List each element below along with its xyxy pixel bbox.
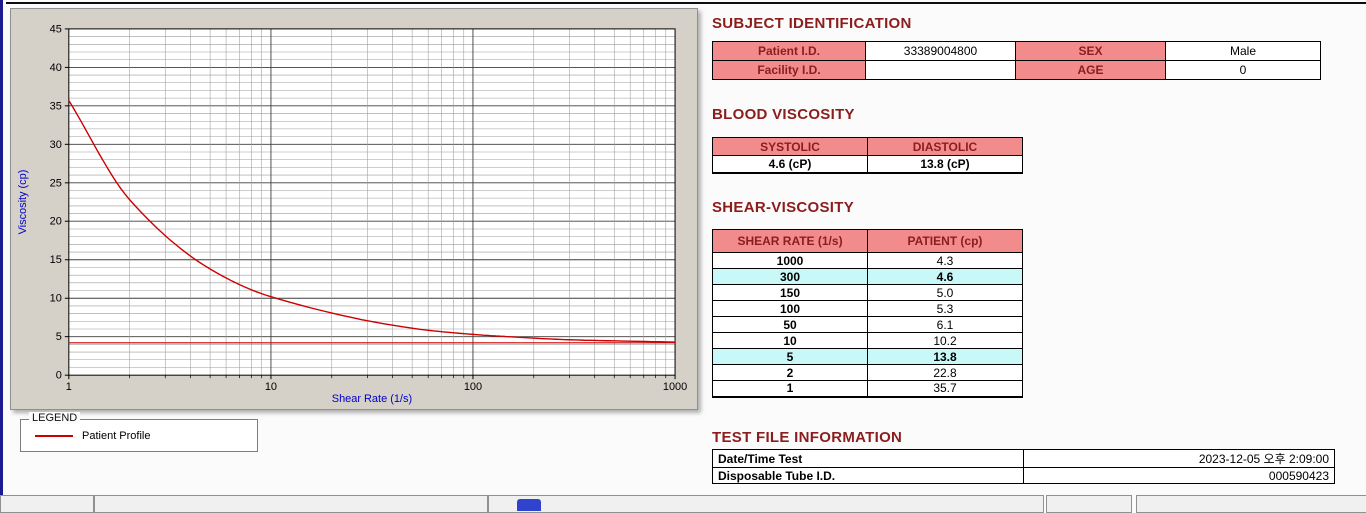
section-title-blood-viscosity: BLOOD VISCOSITY	[712, 106, 855, 123]
patient-viscosity-cell: 4.6	[867, 268, 1023, 285]
legend-entry: Patient Profile	[21, 420, 257, 451]
svg-text:25: 25	[50, 177, 62, 189]
sex-value: Male	[1165, 41, 1321, 61]
svg-text:5: 5	[56, 331, 62, 343]
systolic-value: 4.6 (cP)	[712, 155, 868, 173]
section-title-shear-viscosity: SHEAR-VISCOSITY	[712, 199, 855, 216]
test-file-value: 000590423	[1023, 467, 1335, 484]
chart-legend: LEGEND Patient Profile	[20, 412, 258, 452]
shear-rate-cell: 10	[712, 332, 868, 349]
sex-label: SEX	[1015, 41, 1166, 61]
shear-table-row: 5 13.8	[712, 348, 1023, 365]
shear-rate-cell: 150	[712, 284, 868, 301]
svg-text:30: 30	[50, 139, 62, 151]
test-file-row: Date/Time Test 2023-12-05 오후 2:09:00	[712, 449, 1335, 468]
table-header-row: SHEAR RATE (1/s) PATIENT (cp)	[712, 229, 1023, 253]
shear-table-row: 50 6.1	[712, 316, 1023, 333]
footer-panel-fragment	[488, 495, 1044, 513]
svg-text:20: 20	[50, 216, 62, 228]
patient-viscosity-cell: 35.7	[867, 380, 1023, 397]
patient-cp-header: PATIENT (cp)	[867, 229, 1023, 253]
test-file-label: Disposable Tube I.D.	[712, 467, 1024, 484]
shear-viscosity-table: SHEAR RATE (1/s) PATIENT (cp) 1000 4.3 300…	[712, 229, 1023, 398]
footer-panel-fragment	[1046, 495, 1132, 513]
table-row: SYSTOLIC DIASTOLIC	[712, 137, 1023, 156]
diastolic-value: 13.8 (cP)	[867, 155, 1023, 173]
section-title-subject-identification: SUBJECT IDENTIFICATION	[712, 15, 912, 32]
table-row: Patient I.D. 33389004800 SEX Male	[712, 41, 1321, 61]
shear-table-row: 300 4.6	[712, 268, 1023, 285]
svg-text:45: 45	[50, 23, 62, 35]
svg-text:15: 15	[50, 254, 62, 266]
test-file-row: Disposable Tube I.D. 000590423	[712, 467, 1335, 484]
footer-panel-fragment	[94, 495, 488, 513]
x-axis-title: Shear Rate (1/s)	[332, 393, 412, 405]
patient-viscosity-cell: 10.2	[867, 332, 1023, 349]
shear-rate-cell: 2	[712, 364, 868, 381]
legend-line-sample	[35, 434, 73, 437]
svg-text:1: 1	[66, 381, 72, 393]
facility-id-value	[865, 60, 1016, 80]
shear-rate-cell: 100	[712, 300, 868, 317]
svg-text:0: 0	[56, 370, 62, 382]
window-left-border	[0, 0, 3, 508]
age-label: AGE	[1015, 60, 1166, 80]
svg-text:1000: 1000	[663, 381, 687, 393]
patient-profile-curve	[68, 100, 676, 343]
patient-id-value: 33389004800	[865, 41, 1016, 61]
shear-table-row: 1000 4.3	[712, 252, 1023, 269]
footer-panel-fragment	[1136, 495, 1366, 513]
shear-table-row: 100 5.3	[712, 300, 1023, 317]
y-axis-title: Viscosity (cp)	[17, 170, 29, 235]
test-file-information-table: Date/Time Test 2023-12-05 오후 2:09:00 Dispo…	[712, 449, 1335, 484]
patient-viscosity-cell: 5.3	[867, 300, 1023, 317]
svg-text:40: 40	[50, 62, 62, 74]
viscosity-chart: 0 5 10 15 20 25 30 35 40 45 1 10 100 1000 Viscosity (c…	[17, 23, 687, 405]
test-file-label: Date/Time Test	[712, 449, 1024, 468]
svg-text:10: 10	[265, 381, 277, 393]
footer-panel-fragment	[0, 495, 94, 513]
shear-rate-cell: 300	[712, 268, 868, 285]
age-value: 0	[1165, 60, 1321, 80]
shear-rate-cell: 1000	[712, 252, 868, 269]
facility-id-label: Facility I.D.	[712, 60, 866, 80]
svg-text:35: 35	[50, 100, 62, 112]
shear-table-row: 1 35.7	[712, 380, 1023, 397]
patient-viscosity-cell: 22.8	[867, 364, 1023, 381]
subject-identification-table: Patient I.D. 33389004800 SEX Male Facili…	[712, 41, 1321, 80]
svg-text:10: 10	[50, 293, 62, 305]
legend-series-label: Patient Profile	[82, 429, 151, 442]
shear-rate-cell: 1	[712, 380, 868, 397]
systolic-header: SYSTOLIC	[712, 137, 868, 156]
legend-title: LEGEND	[29, 412, 81, 424]
blood-viscosity-table: SYSTOLIC DIASTOLIC 4.6 (cP) 13.8 (cP)	[712, 137, 1023, 174]
patient-viscosity-cell: 4.3	[867, 252, 1023, 269]
shear-rate-cell: 50	[712, 316, 868, 333]
patient-id-label: Patient I.D.	[712, 41, 866, 61]
shear-table-row: 2 22.8	[712, 364, 1023, 381]
window-top-border	[6, 2, 1366, 4]
patient-viscosity-cell: 5.0	[867, 284, 1023, 301]
shear-table-row: 10 10.2	[712, 332, 1023, 349]
section-title-test-file-information: TEST FILE INFORMATION	[712, 429, 903, 446]
table-row: Facility I.D. AGE 0	[712, 60, 1321, 80]
patient-viscosity-cell: 6.1	[867, 316, 1023, 333]
shear-rate-cell: 5	[712, 348, 868, 365]
shear-rate-header: SHEAR RATE (1/s)	[712, 229, 868, 253]
shear-table-row: 150 5.0	[712, 284, 1023, 301]
svg-text:100: 100	[464, 381, 482, 393]
patient-viscosity-cell: 13.8	[867, 348, 1023, 365]
table-row: 4.6 (cP) 13.8 (cP)	[712, 155, 1023, 173]
test-file-value: 2023-12-05 오후 2:09:00	[1023, 449, 1335, 468]
viscosity-chart-panel: 0 5 10 15 20 25 30 35 40 45 1 10 100 1000 Viscosity (c…	[10, 8, 698, 410]
footer-button-fragment	[517, 499, 541, 511]
diastolic-header: DIASTOLIC	[867, 137, 1023, 156]
